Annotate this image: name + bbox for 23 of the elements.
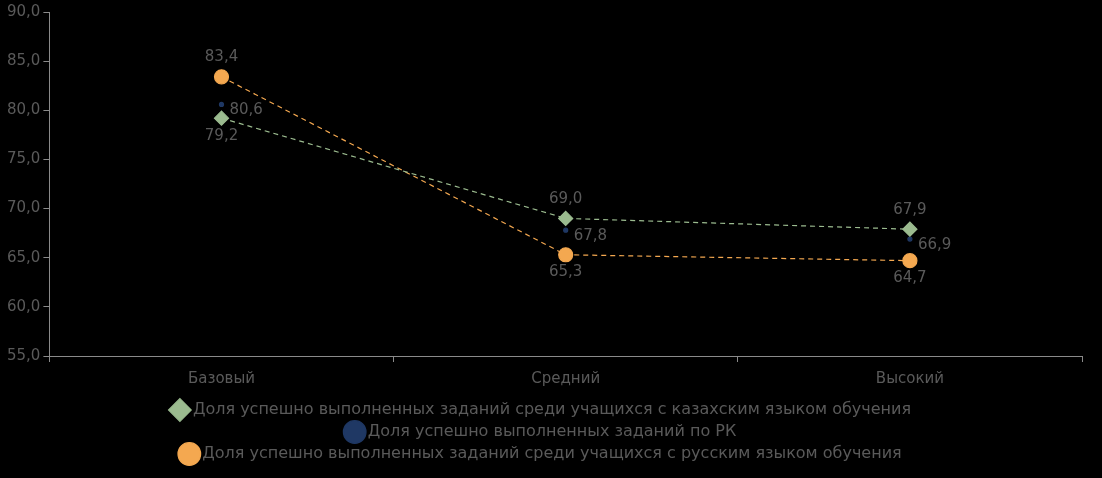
data-label: 67,9: [893, 199, 927, 218]
data-label: 80,6: [229, 100, 263, 119]
data-label: 69,0: [549, 188, 583, 207]
data-label: 64,7: [893, 268, 927, 287]
data-label: 65,3: [549, 262, 583, 281]
y-tick-label: 65,0: [6, 247, 41, 266]
legend-label: Доля успешно выполненных заданий по РК: [367, 421, 737, 441]
y-tick-label: 55,0: [6, 345, 41, 364]
y-tick-label: 80,0: [6, 100, 41, 119]
x-tick-label: Высокий: [875, 368, 944, 387]
y-tick-label: 90,0: [6, 1, 41, 20]
y-tick-label: 70,0: [6, 198, 41, 217]
data-label: 67,8: [573, 226, 608, 245]
data-label: 79,2: [204, 125, 239, 144]
x-tick-label: Базовый: [187, 368, 256, 387]
data-label: 83,4: [204, 47, 239, 66]
y-tick-label: 60,0: [6, 296, 41, 315]
data-label: 66,9: [917, 234, 952, 253]
x-tick-label: Средний: [531, 368, 601, 387]
legend-label: Доля успешно выполненных заданий среди учащихся с казахским языком обучения: [192, 399, 912, 419]
y-tick-label: 85,0: [6, 51, 41, 70]
y-tick-label: 75,0: [6, 149, 41, 168]
legend-label: Доля успешно выполненных заданий среди учащихся с русским языком обучения: [202, 443, 902, 463]
